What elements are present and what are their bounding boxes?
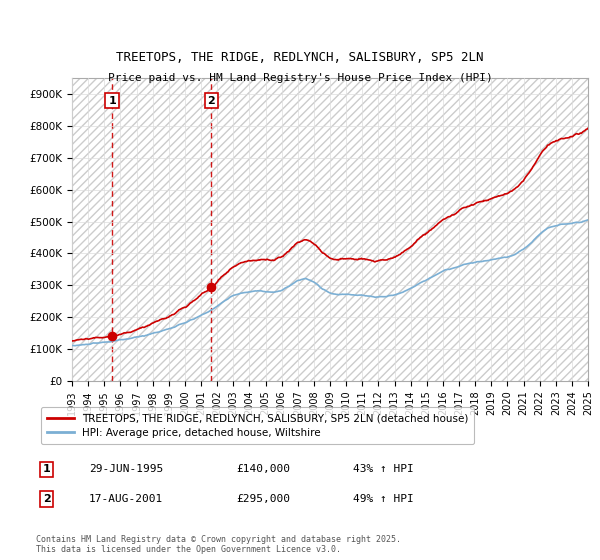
- Text: Price paid vs. HM Land Registry's House Price Index (HPI): Price paid vs. HM Land Registry's House …: [107, 73, 493, 83]
- Text: 2: 2: [43, 494, 50, 504]
- Text: 1: 1: [43, 464, 50, 474]
- Text: 17-AUG-2001: 17-AUG-2001: [89, 494, 163, 504]
- Legend: TREETOPS, THE RIDGE, REDLYNCH, SALISBURY, SP5 2LN (detached house), HPI: Average: TREETOPS, THE RIDGE, REDLYNCH, SALISBURY…: [41, 407, 475, 444]
- Text: 2: 2: [207, 96, 215, 106]
- Text: Contains HM Land Registry data © Crown copyright and database right 2025.
This d: Contains HM Land Registry data © Crown c…: [36, 535, 401, 554]
- Text: 29-JUN-1995: 29-JUN-1995: [89, 464, 163, 474]
- Text: TREETOPS, THE RIDGE, REDLYNCH, SALISBURY, SP5 2LN: TREETOPS, THE RIDGE, REDLYNCH, SALISBURY…: [116, 52, 484, 64]
- Text: 49% ↑ HPI: 49% ↑ HPI: [353, 494, 413, 504]
- Text: £140,000: £140,000: [236, 464, 290, 474]
- Text: 43% ↑ HPI: 43% ↑ HPI: [353, 464, 413, 474]
- Text: £295,000: £295,000: [236, 494, 290, 504]
- Text: 1: 1: [108, 96, 116, 106]
